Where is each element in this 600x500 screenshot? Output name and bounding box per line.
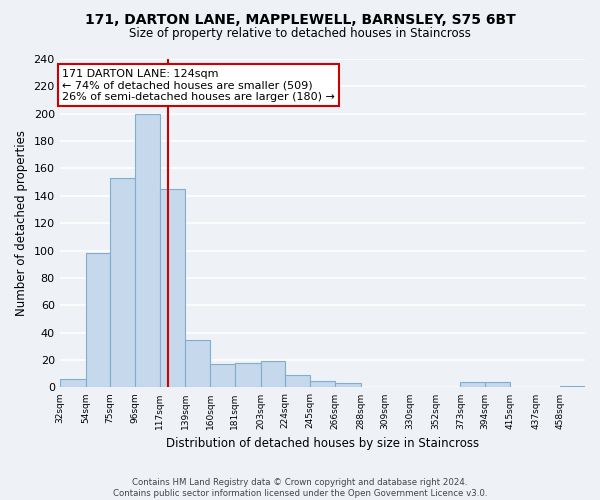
Bar bbox=[59, 379, 86, 388]
Bar bbox=[160, 189, 185, 388]
Y-axis label: Number of detached properties: Number of detached properties bbox=[15, 130, 28, 316]
Bar bbox=[110, 178, 135, 388]
Bar bbox=[86, 254, 110, 388]
Bar bbox=[286, 375, 310, 388]
X-axis label: Distribution of detached houses by size in Staincross: Distribution of detached houses by size … bbox=[166, 437, 479, 450]
Bar bbox=[460, 382, 485, 388]
Text: Contains HM Land Registry data © Crown copyright and database right 2024.
Contai: Contains HM Land Registry data © Crown c… bbox=[113, 478, 487, 498]
Bar bbox=[185, 340, 210, 388]
Text: Size of property relative to detached houses in Staincross: Size of property relative to detached ho… bbox=[129, 28, 471, 40]
Bar bbox=[135, 114, 160, 388]
Bar bbox=[310, 380, 335, 388]
Bar bbox=[260, 362, 286, 388]
Bar bbox=[235, 363, 260, 388]
Bar bbox=[335, 384, 361, 388]
Text: 171, DARTON LANE, MAPPLEWELL, BARNSLEY, S75 6BT: 171, DARTON LANE, MAPPLEWELL, BARNSLEY, … bbox=[85, 12, 515, 26]
Bar bbox=[485, 382, 510, 388]
Bar bbox=[210, 364, 235, 388]
Text: 171 DARTON LANE: 124sqm
← 74% of detached houses are smaller (509)
26% of semi-d: 171 DARTON LANE: 124sqm ← 74% of detache… bbox=[62, 68, 335, 102]
Bar bbox=[560, 386, 585, 388]
